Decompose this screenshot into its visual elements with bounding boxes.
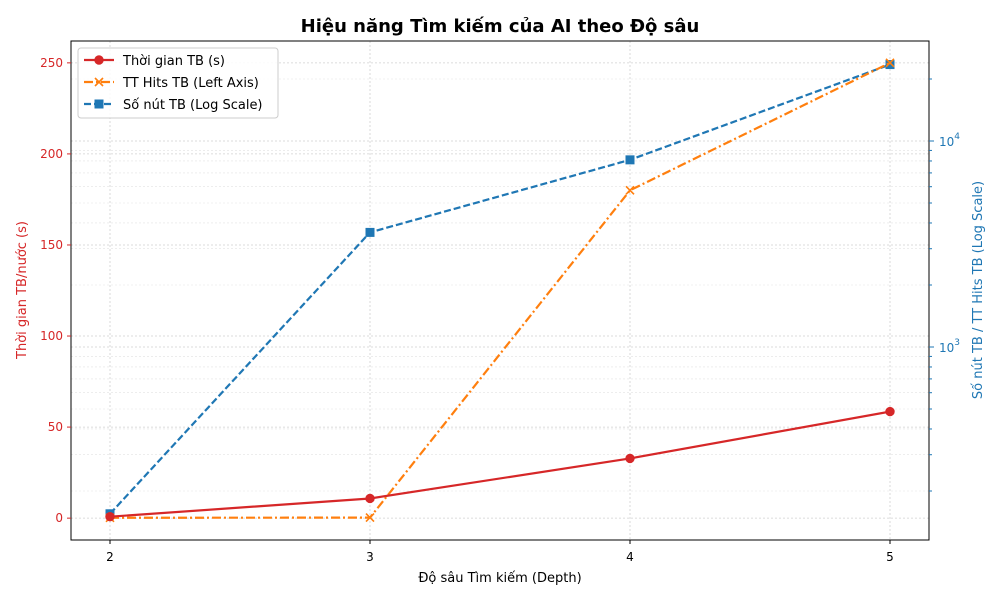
legend: Thời gian TB (s) TT Hits TB (Left Axis) Số… <box>77 47 279 119</box>
legend-label-2: Số nút TB (Log Scale) <box>123 98 263 113</box>
series-0 <box>105 406 895 522</box>
plot-frame <box>70 40 930 541</box>
series-line-0 <box>109 410 891 518</box>
data-point-1-3 <box>885 58 895 68</box>
data-point-2-2 <box>625 155 635 165</box>
x-tick-label: 3 <box>366 550 374 564</box>
legend-label-0: Thời gian TB (s) <box>122 54 225 69</box>
grid <box>71 41 929 540</box>
legend-marker-0 <box>94 55 104 65</box>
chart-title: Hiệu năng Tìm kiếm của AI theo Độ sâu <box>301 16 700 37</box>
legend-marker-1 <box>94 77 104 87</box>
data-point-0-2 <box>625 453 635 464</box>
left-tick-label: 250 <box>40 56 63 70</box>
data-point-0-0 <box>105 511 115 522</box>
left-tick-label: 50 <box>48 420 63 434</box>
legend-label-1: TT Hits TB (Left Axis) <box>122 76 259 91</box>
series-line-2 <box>109 63 891 515</box>
right-axis-label: Số nút TB / TT Hits TB (Log Scale) <box>971 181 986 399</box>
data-point-2-3 <box>885 60 895 70</box>
x-tick-label: 4 <box>626 550 634 564</box>
x-tick-label: 5 <box>886 550 894 564</box>
data-point-0-1 <box>365 493 375 504</box>
left-tick-label: 200 <box>40 147 63 161</box>
left-tick-label: 100 <box>40 329 63 343</box>
series-1 <box>105 58 895 523</box>
x-axis-label: Độ sâu Tìm kiếm (Depth) <box>418 571 581 586</box>
series-layer <box>105 58 895 523</box>
left-tick-label: 150 <box>40 238 63 252</box>
x-tick-label: 2 <box>106 550 114 564</box>
data-point-1-2 <box>625 185 635 195</box>
data-point-1-1 <box>365 513 375 523</box>
right-tick-label: 104 <box>939 132 960 149</box>
legend-box <box>77 47 279 119</box>
data-point-2-1 <box>365 227 375 237</box>
legend-marker-2 <box>94 99 104 109</box>
data-point-0-3 <box>885 406 895 417</box>
left-tick-label: 0 <box>55 511 63 525</box>
axes: 0 50 100 150 200 250 2 3 4 5 103 104 <box>40 56 960 564</box>
left-axis-label: Thời gian TB/nước (s) <box>15 221 30 360</box>
right-tick-label: 103 <box>939 338 960 355</box>
series-2 <box>105 60 895 519</box>
series-line-1 <box>109 61 891 519</box>
